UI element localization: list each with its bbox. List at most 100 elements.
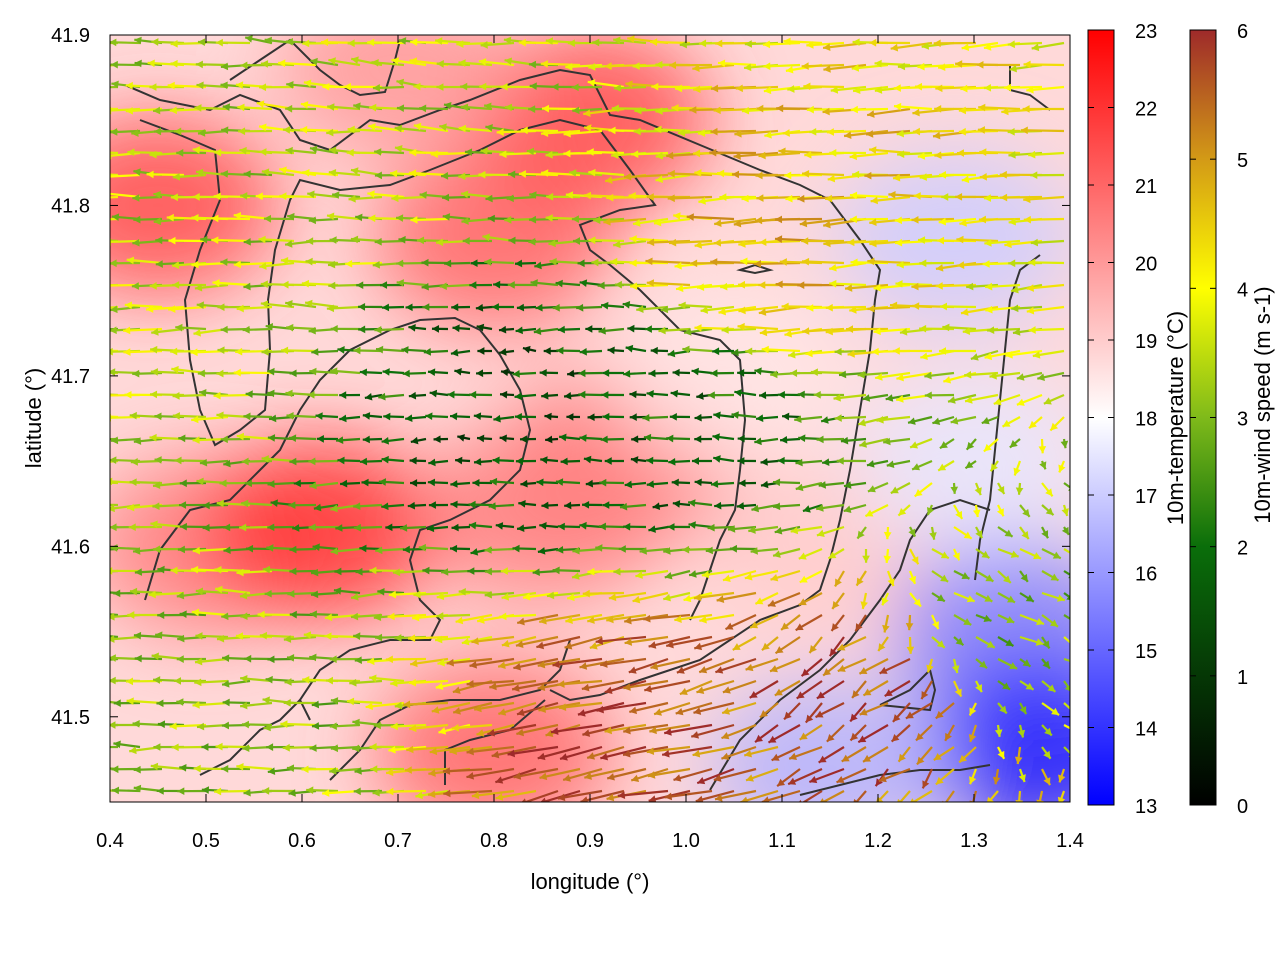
wind-arrow-head bbox=[216, 499, 224, 508]
wind-arrow-head bbox=[487, 729, 496, 737]
wind-arrow-head bbox=[309, 610, 317, 619]
wind-arrow-head bbox=[500, 390, 508, 399]
wind-arrow-head bbox=[89, 743, 96, 751]
wind-arrow-head bbox=[604, 62, 612, 70]
wind-arrow-head bbox=[643, 614, 651, 623]
wind-arrow-head bbox=[859, 708, 868, 716]
wind-arrow bbox=[426, 524, 449, 533]
wind-arrow bbox=[874, 371, 911, 381]
wind-arrow-head bbox=[714, 794, 723, 802]
wind-arrow-head bbox=[1003, 83, 1012, 92]
wind-arrow-head bbox=[560, 457, 568, 466]
wind-arrow-head bbox=[211, 214, 219, 223]
wind-arrow-head bbox=[353, 502, 361, 511]
wind-arrow bbox=[931, 636, 946, 649]
wind-arrow-head bbox=[583, 455, 592, 464]
wind-arrow bbox=[518, 500, 537, 508]
wind-arrow bbox=[489, 477, 515, 486]
wind-arrow-shaft bbox=[600, 745, 647, 760]
wind-arrow-shaft bbox=[661, 745, 713, 756]
wind-arrow bbox=[133, 215, 163, 224]
wind-arrow-head bbox=[466, 747, 474, 756]
wind-arrow-shaft bbox=[110, 239, 119, 243]
wind-arrow-head bbox=[1021, 531, 1029, 539]
wind-arrow bbox=[361, 478, 383, 487]
wind-arrow bbox=[408, 324, 427, 332]
wind-arrow-head bbox=[415, 791, 423, 800]
wind-arrow-shaft bbox=[987, 790, 999, 802]
wind-arrow-head bbox=[579, 521, 587, 530]
wind-arrow-head bbox=[797, 281, 805, 290]
wind-arrow-head bbox=[441, 172, 449, 180]
wind-arrow-head bbox=[410, 436, 419, 445]
wind-arrow-head bbox=[375, 633, 383, 642]
wind-arrow-head bbox=[352, 718, 360, 727]
wind-arrow-head bbox=[110, 436, 119, 445]
wind-arrow-head bbox=[327, 103, 335, 111]
wind-arrow-head bbox=[767, 599, 776, 607]
wind-arrow bbox=[179, 501, 207, 509]
wind-arrow-head bbox=[834, 347, 842, 356]
wind-arrow-shaft bbox=[110, 192, 141, 199]
wind-arrow bbox=[514, 412, 537, 421]
wind-arrow-head bbox=[303, 79, 312, 88]
wind-arrow-head bbox=[439, 282, 447, 291]
wind-arrow-head bbox=[151, 652, 159, 661]
wind-arrow-head bbox=[693, 149, 701, 158]
wind-arrow-head bbox=[881, 597, 889, 606]
wind-arrow-head bbox=[518, 500, 526, 508]
wind-arrow-head bbox=[720, 282, 728, 291]
wind-arrow bbox=[283, 699, 317, 707]
wind-arrow bbox=[194, 678, 229, 687]
wind-arrow-head bbox=[102, 173, 109, 181]
wind-arrow-shaft bbox=[515, 635, 559, 647]
wind-arrow bbox=[449, 544, 471, 553]
wind-arrow-head bbox=[823, 239, 831, 248]
wind-arrow-head bbox=[222, 698, 230, 707]
wind-arrow bbox=[153, 217, 185, 226]
wind-arrow-shaft bbox=[644, 679, 691, 692]
wind-arrow-head bbox=[853, 86, 861, 95]
wind-arrow bbox=[1026, 85, 1065, 94]
wind-arrow-head bbox=[696, 283, 705, 291]
wind-arrow-head bbox=[871, 347, 879, 356]
wind-arrow-head bbox=[385, 523, 393, 532]
wind-arrow-shaft bbox=[582, 723, 625, 736]
wind-arrow-head bbox=[133, 215, 141, 224]
wind-arrow-head bbox=[544, 412, 552, 421]
wind-arrow-head bbox=[443, 101, 452, 110]
wind-arrow-head bbox=[175, 323, 183, 332]
wind-arrow bbox=[307, 391, 339, 399]
wind-arrow-head bbox=[110, 654, 116, 662]
wind-arrow-head bbox=[755, 597, 764, 605]
wind-arrow-head bbox=[857, 530, 865, 539]
wind-arrow bbox=[777, 456, 801, 465]
wind-arrow bbox=[721, 723, 757, 740]
wind-arrow-head bbox=[278, 59, 286, 68]
wind-arrow-head bbox=[506, 194, 514, 203]
wind-arrow-head bbox=[469, 390, 477, 399]
wind-arrow-head bbox=[91, 588, 98, 596]
wind-arrow-head bbox=[631, 774, 640, 783]
wind-arrow-shaft bbox=[911, 217, 955, 222]
wind-arrow-head bbox=[498, 325, 507, 334]
wind-arrow bbox=[435, 37, 471, 45]
wind-arrow-head bbox=[90, 326, 97, 334]
wind-arrow-head bbox=[896, 260, 904, 269]
wind-arrow-head bbox=[1074, 553, 1082, 560]
wind-arrow-head bbox=[191, 415, 199, 424]
wind-arrow bbox=[632, 591, 669, 604]
wind-arrow-head bbox=[522, 592, 531, 601]
wind-arrow bbox=[822, 658, 845, 677]
wind-arrow bbox=[238, 127, 273, 136]
wind-arrow bbox=[613, 567, 647, 576]
wind-arrow bbox=[374, 171, 405, 180]
wind-arrow bbox=[890, 41, 933, 52]
wind-arrow bbox=[795, 614, 823, 632]
wind-arrow-head bbox=[148, 590, 156, 599]
wind-arrow bbox=[909, 437, 933, 449]
wind-arrow bbox=[713, 106, 757, 115]
wind-arrow-head bbox=[406, 745, 414, 754]
wind-arrow bbox=[460, 190, 493, 199]
wind-arrow-head bbox=[311, 568, 319, 577]
